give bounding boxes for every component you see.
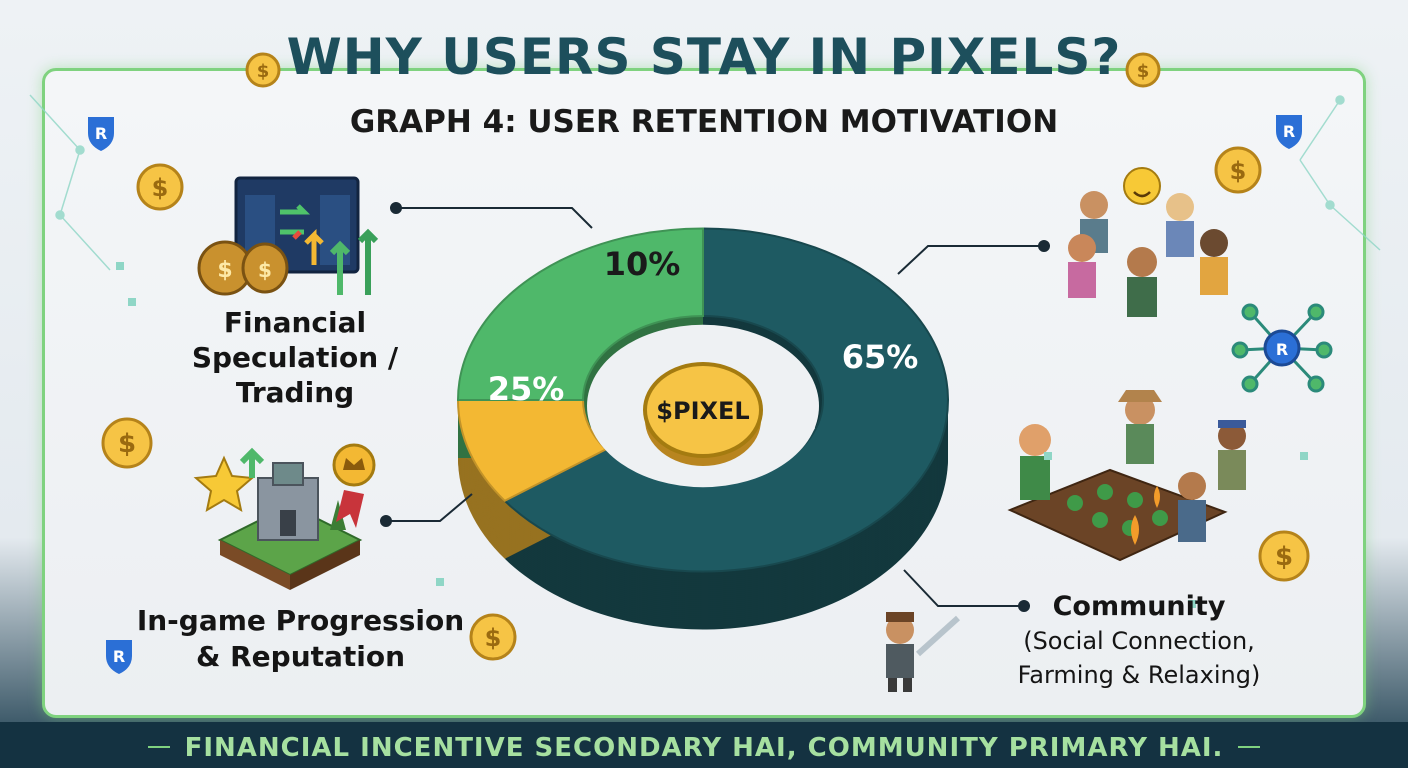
footer-divider-right <box>1238 746 1260 748</box>
svg-text:$: $ <box>152 174 169 202</box>
leader-lines <box>380 202 1050 612</box>
donut-data-label: 65% <box>842 338 919 376</box>
label-progression-line-2: & Reputation <box>195 640 406 673</box>
label-financial-line-1: Financial <box>223 306 367 339</box>
coin-icon: $ <box>1214 146 1262 194</box>
shield-r-icon: R <box>88 117 114 151</box>
svg-text:R: R <box>1276 340 1288 359</box>
up-arrow-icon <box>239 447 265 478</box>
medal-icon <box>332 443 376 528</box>
footer-bar <box>0 722 1408 768</box>
svg-text:$: $ <box>118 429 136 459</box>
svg-text:$: $ <box>1230 157 1247 185</box>
coin-icon: $ <box>136 163 184 211</box>
donut-slice <box>456 227 704 401</box>
chart-subtitle: GRAPH 4: USER RETENTION MOTIVATION <box>349 104 1059 140</box>
label-community-sub-1: (Social Connection, <box>1023 627 1255 655</box>
page-title: WHY USERS STAY IN PIXELS? <box>286 28 1122 86</box>
svg-text:$: $ <box>485 624 502 652</box>
sword-character-icon <box>886 612 961 692</box>
castle-icon <box>217 462 363 590</box>
shield-r-icon: R <box>106 640 132 674</box>
label-progression-line-1: In-game Progression <box>136 604 465 637</box>
label-financial-line-2: Speculation / <box>191 341 399 374</box>
donut-center-label: $PIXEL <box>656 397 749 425</box>
label-community-sub-2: Farming & Relaxing) <box>1017 661 1261 689</box>
label-financial: Financial Speculation / Trading <box>180 305 410 410</box>
label-financial-line-3: Trading <box>235 376 355 409</box>
coin-icon: $ <box>1125 52 1161 88</box>
svg-text:$: $ <box>258 258 272 282</box>
farming-icon <box>1007 390 1246 562</box>
coin-icon: $ <box>101 417 153 469</box>
pixel-coin-icon <box>643 362 763 458</box>
shield-r-icon: R <box>1276 115 1302 149</box>
footer-caption: FINANCIAL INCENTIVE SECONDARY HAI, COMMU… <box>184 733 1224 763</box>
svg-text:R: R <box>95 124 107 143</box>
donut-slice <box>503 227 949 573</box>
svg-text:$: $ <box>1275 542 1293 572</box>
svg-text:R: R <box>1283 122 1295 141</box>
network-icon: R <box>1231 303 1333 393</box>
svg-text:$: $ <box>217 258 232 283</box>
coin-icon: $ <box>245 52 281 88</box>
donut-data-label: 10% <box>604 245 681 283</box>
label-community: Community (Social Connection, Farming & … <box>1000 590 1278 692</box>
svg-text:R: R <box>113 647 125 666</box>
donut-chart: 65% 10% 25% $PIXEL <box>456 227 949 630</box>
svg-text:$: $ <box>257 61 270 82</box>
coin-icon: $ <box>469 613 517 661</box>
network-decoration <box>29 94 1381 271</box>
money-bag-icon: $ $ <box>197 240 289 296</box>
people-group-icon <box>1068 167 1228 317</box>
svg-text:$: $ <box>1137 61 1150 82</box>
donut-data-label: 25% <box>488 370 565 408</box>
coin-icon: $ <box>1258 530 1310 582</box>
footer-divider-left <box>148 746 170 748</box>
label-community-title: Community <box>1052 591 1226 622</box>
pixel-decoration <box>116 262 1308 608</box>
label-progression: In-game Progression & Reputation <box>128 603 473 675</box>
star-icon <box>193 455 255 513</box>
